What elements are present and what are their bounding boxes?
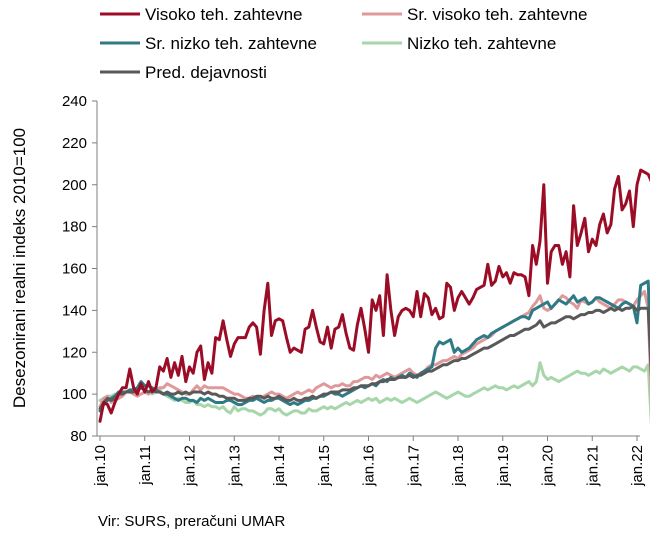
x-tick-label: jan.15	[316, 445, 333, 487]
series-lines	[98, 168, 650, 427]
x-tick-label: jan.13	[226, 445, 243, 487]
x-tick-label: jan.11	[137, 445, 154, 486]
legend: Visoko teh. zahtevne Sr. visoko teh. zaht…	[100, 5, 588, 82]
legend-label: Nizko teh. zahtevne	[407, 34, 556, 53]
y-tick-label: 180	[62, 219, 87, 236]
x-tick-label: jan.14	[271, 445, 288, 487]
y-tick-label: 80	[70, 428, 87, 445]
x-tick-label: jan.16	[361, 445, 378, 487]
y-tick-label: 120	[62, 344, 87, 361]
x-tick-label: jan.21	[584, 445, 601, 487]
x-tick-label: jan.19	[495, 445, 512, 487]
series-line-4	[98, 361, 650, 427]
x-tick-label: jan.20	[540, 445, 557, 487]
x-tick-label: jan.22	[629, 445, 646, 487]
y-tick-label: 140	[62, 302, 87, 319]
y-tick-label: 240	[62, 93, 87, 110]
series-line-5	[98, 304, 650, 411]
legend-label: Sr. nizko teh. zahtevne	[145, 34, 317, 53]
legend-label: Visoko teh. zahtevne	[145, 5, 303, 24]
y-tick-label: 220	[62, 135, 87, 152]
y-tick-label: 160	[62, 261, 87, 278]
x-tick-label: jan.12	[182, 445, 199, 487]
x-tick-label: jan.10	[92, 445, 109, 487]
x-tick-label: jan.17	[405, 445, 422, 487]
source-note: Vir: SURS, preračuni UMAR	[98, 513, 286, 530]
series-line-3	[98, 279, 650, 413]
y-axis-label: Desezonirani realni indeks 2010=100	[10, 128, 29, 408]
x-tick-label: jan.18	[450, 445, 467, 487]
legend-label: Pred. dejavnosti	[145, 63, 267, 82]
y-tick-label: 100	[62, 386, 87, 403]
legend-label: Sr. visoko teh. zahtevne	[407, 5, 588, 24]
series-line-1	[98, 168, 650, 423]
axes: 80 100 120 140 160 180 200 220 240 jan.10 jan.11 ja…	[62, 93, 646, 487]
y-tick-label: 200	[62, 177, 87, 194]
